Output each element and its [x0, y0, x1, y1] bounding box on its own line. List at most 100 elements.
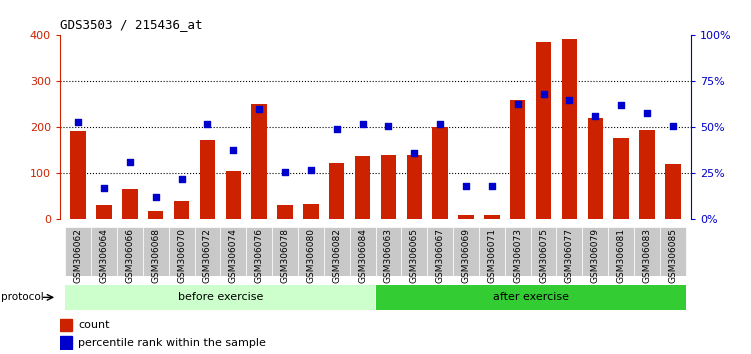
Bar [376, 285, 686, 310]
Point [357, 121, 369, 127]
Point [486, 183, 498, 189]
Bar [117, 227, 143, 276]
Text: GSM306071: GSM306071 [487, 228, 496, 283]
Point [124, 160, 136, 165]
Bar [303, 204, 318, 219]
Bar [60, 336, 72, 349]
Bar [433, 127, 448, 219]
Bar [582, 227, 608, 276]
Point [279, 169, 291, 175]
Bar [376, 227, 401, 276]
Bar [556, 227, 582, 276]
Point [538, 91, 550, 97]
Bar [277, 205, 293, 219]
Text: GSM306085: GSM306085 [668, 228, 677, 283]
Text: before exercise: before exercise [178, 292, 263, 302]
Text: GSM306077: GSM306077 [565, 228, 574, 283]
Text: GSM306082: GSM306082 [332, 228, 341, 283]
Bar [427, 227, 453, 276]
Bar [381, 155, 397, 219]
Bar [65, 285, 375, 310]
Bar [173, 201, 189, 219]
Bar [169, 227, 195, 276]
Bar [608, 227, 634, 276]
Text: GSM306065: GSM306065 [410, 228, 419, 283]
Text: GSM306066: GSM306066 [125, 228, 134, 283]
Text: GSM306078: GSM306078 [281, 228, 290, 283]
Bar [660, 227, 686, 276]
Text: GSM306062: GSM306062 [74, 228, 83, 283]
Text: GSM306081: GSM306081 [617, 228, 626, 283]
Bar [665, 164, 680, 219]
Bar [195, 227, 220, 276]
Bar [96, 205, 112, 219]
Text: GSM306076: GSM306076 [255, 228, 264, 283]
Bar [350, 227, 376, 276]
Point [253, 106, 265, 112]
Bar [91, 227, 117, 276]
Text: GSM306072: GSM306072 [203, 228, 212, 283]
Point [201, 121, 213, 127]
Text: GSM306063: GSM306063 [384, 228, 393, 283]
Bar [458, 215, 474, 219]
Point [641, 110, 653, 115]
Bar [200, 140, 216, 219]
Bar [484, 215, 499, 219]
Bar [272, 227, 298, 276]
Text: GSM306069: GSM306069 [461, 228, 470, 283]
Point [667, 123, 679, 129]
Bar [406, 155, 422, 219]
Point [511, 101, 523, 106]
Text: GSM306067: GSM306067 [436, 228, 445, 283]
Text: GSM306079: GSM306079 [591, 228, 600, 283]
Bar [71, 131, 86, 219]
Bar [453, 227, 479, 276]
Point [563, 97, 575, 103]
Point [305, 167, 317, 173]
Point [460, 183, 472, 189]
Bar [65, 227, 91, 276]
Bar [562, 39, 578, 219]
Bar [639, 130, 655, 219]
Text: GSM306074: GSM306074 [229, 228, 238, 283]
Text: GSM306083: GSM306083 [642, 228, 651, 283]
Bar [329, 163, 345, 219]
Bar [122, 189, 137, 219]
Text: protocol: protocol [1, 292, 44, 302]
Text: GSM306070: GSM306070 [177, 228, 186, 283]
Text: after exercise: after exercise [493, 292, 569, 302]
Bar [634, 227, 660, 276]
Bar [324, 227, 350, 276]
Point [615, 103, 627, 108]
Text: GSM306080: GSM306080 [306, 228, 315, 283]
Text: GDS3503 / 215436_at: GDS3503 / 215436_at [60, 18, 203, 31]
Bar [587, 118, 603, 219]
Point [382, 123, 394, 129]
Point [149, 195, 161, 200]
Bar [225, 171, 241, 219]
Text: percentile rank within the sample: percentile rank within the sample [78, 338, 266, 348]
Bar [252, 103, 267, 219]
Bar [531, 227, 556, 276]
Text: GSM306073: GSM306073 [513, 228, 522, 283]
Text: GSM306068: GSM306068 [151, 228, 160, 283]
Bar [401, 227, 427, 276]
Point [176, 176, 188, 182]
Text: GSM306064: GSM306064 [100, 228, 109, 283]
Bar [510, 100, 526, 219]
Point [409, 150, 421, 156]
Point [434, 121, 446, 127]
Bar [148, 211, 164, 219]
Bar [143, 227, 169, 276]
Bar [354, 156, 370, 219]
Point [72, 119, 84, 125]
Bar [535, 42, 551, 219]
Bar [220, 227, 246, 276]
Bar [614, 138, 629, 219]
Point [590, 114, 602, 119]
Text: GSM306084: GSM306084 [358, 228, 367, 283]
Bar [479, 227, 505, 276]
Point [228, 147, 240, 152]
Bar [60, 319, 72, 331]
Point [330, 126, 342, 132]
